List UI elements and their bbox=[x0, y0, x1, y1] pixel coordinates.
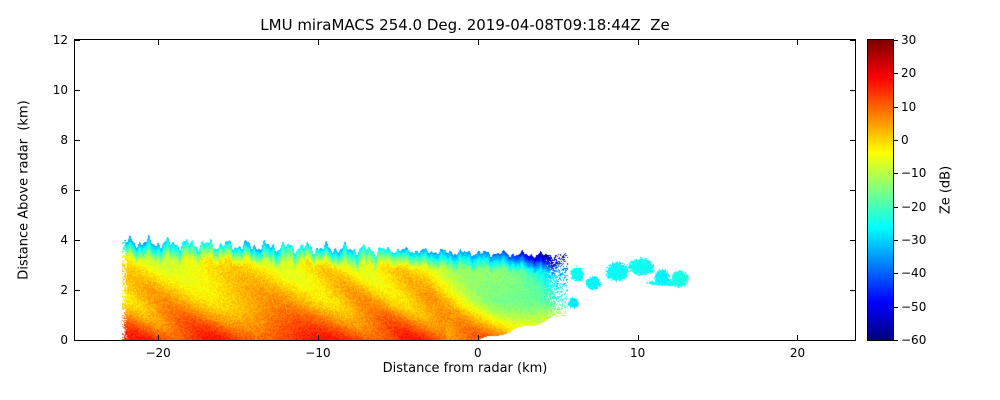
colorbar bbox=[867, 39, 894, 341]
x-tick-mark bbox=[158, 40, 160, 45]
y-tick-mark bbox=[850, 240, 855, 241]
y-tick-label: 6 bbox=[60, 183, 68, 197]
cbar-tick-label: −10 bbox=[901, 166, 927, 181]
y-tick-mark bbox=[75, 340, 80, 341]
cbar-tick-mark bbox=[894, 273, 898, 275]
cbar-tick-label: 10 bbox=[901, 99, 917, 114]
cbar-tick-mark bbox=[894, 240, 898, 241]
x-tick-label: 0 bbox=[473, 346, 482, 360]
x-tick-mark bbox=[797, 40, 799, 45]
y-tick-mark bbox=[75, 40, 80, 41]
y-tick-label: 12 bbox=[52, 33, 68, 47]
x-tick-mark bbox=[637, 335, 639, 340]
x-tick-label: 10 bbox=[629, 346, 646, 360]
cbar-tick-label: 30 bbox=[901, 33, 917, 47]
colorbar-gradient-canvas bbox=[868, 40, 893, 340]
x-tick-mark bbox=[797, 335, 799, 340]
y-tick-mark bbox=[75, 240, 80, 241]
cbar-tick-label: −30 bbox=[901, 233, 927, 247]
y-tick-label: 0 bbox=[60, 333, 68, 347]
y-tick-mark bbox=[75, 140, 80, 141]
cbar-tick-label: −20 bbox=[901, 199, 927, 214]
plot-area bbox=[74, 39, 856, 341]
cbar-tick-mark bbox=[894, 206, 898, 208]
cbar-tick-label: −50 bbox=[901, 299, 927, 314]
y-tick-mark bbox=[850, 190, 855, 191]
radar-echo-heatmap-canvas bbox=[75, 40, 855, 340]
cbar-tick-mark bbox=[894, 340, 898, 341]
cbar-tick-label: 0 bbox=[901, 133, 909, 147]
y-tick-label: 2 bbox=[60, 283, 68, 297]
y-tick-label: 10 bbox=[52, 83, 68, 97]
cbar-tick-mark bbox=[894, 173, 898, 175]
x-tick-mark bbox=[317, 40, 319, 45]
cbar-tick-label: 20 bbox=[901, 66, 917, 81]
x-tick-mark bbox=[317, 335, 319, 340]
x-tick-label: −10 bbox=[305, 346, 331, 360]
y-tick-label: 8 bbox=[60, 133, 68, 147]
y-tick-mark bbox=[75, 190, 80, 191]
y-tick-mark bbox=[75, 90, 80, 91]
x-tick-mark bbox=[477, 335, 479, 340]
cbar-tick-label: −40 bbox=[901, 266, 927, 281]
y-tick-mark bbox=[850, 40, 855, 41]
cbar-tick-mark bbox=[894, 106, 898, 108]
y-tick-mark bbox=[850, 290, 855, 291]
cbar-tick-mark bbox=[894, 306, 898, 308]
chart-title: LMU miraMACS 254.0 Deg. 2019-04-08T09:18… bbox=[260, 16, 670, 34]
cbar-tick-mark bbox=[894, 73, 898, 75]
x-tick-mark bbox=[477, 40, 479, 45]
y-tick-label: 4 bbox=[60, 233, 68, 247]
y-tick-mark bbox=[850, 90, 855, 91]
x-tick-label: 20 bbox=[789, 346, 806, 360]
y-tick-mark bbox=[75, 290, 80, 291]
y-tick-mark bbox=[850, 140, 855, 141]
cbar-tick-mark bbox=[894, 40, 898, 41]
x-tick-mark bbox=[637, 40, 639, 45]
x-axis-label: Distance from radar (km) bbox=[382, 361, 548, 376]
x-tick-mark bbox=[158, 335, 160, 340]
x-tick-label: −20 bbox=[145, 346, 171, 360]
cbar-tick-label: −60 bbox=[901, 333, 927, 347]
cbar-tick-mark bbox=[894, 140, 898, 141]
colorbar-axis-label: Ze (dB) bbox=[938, 165, 954, 215]
y-tick-mark bbox=[850, 340, 855, 341]
